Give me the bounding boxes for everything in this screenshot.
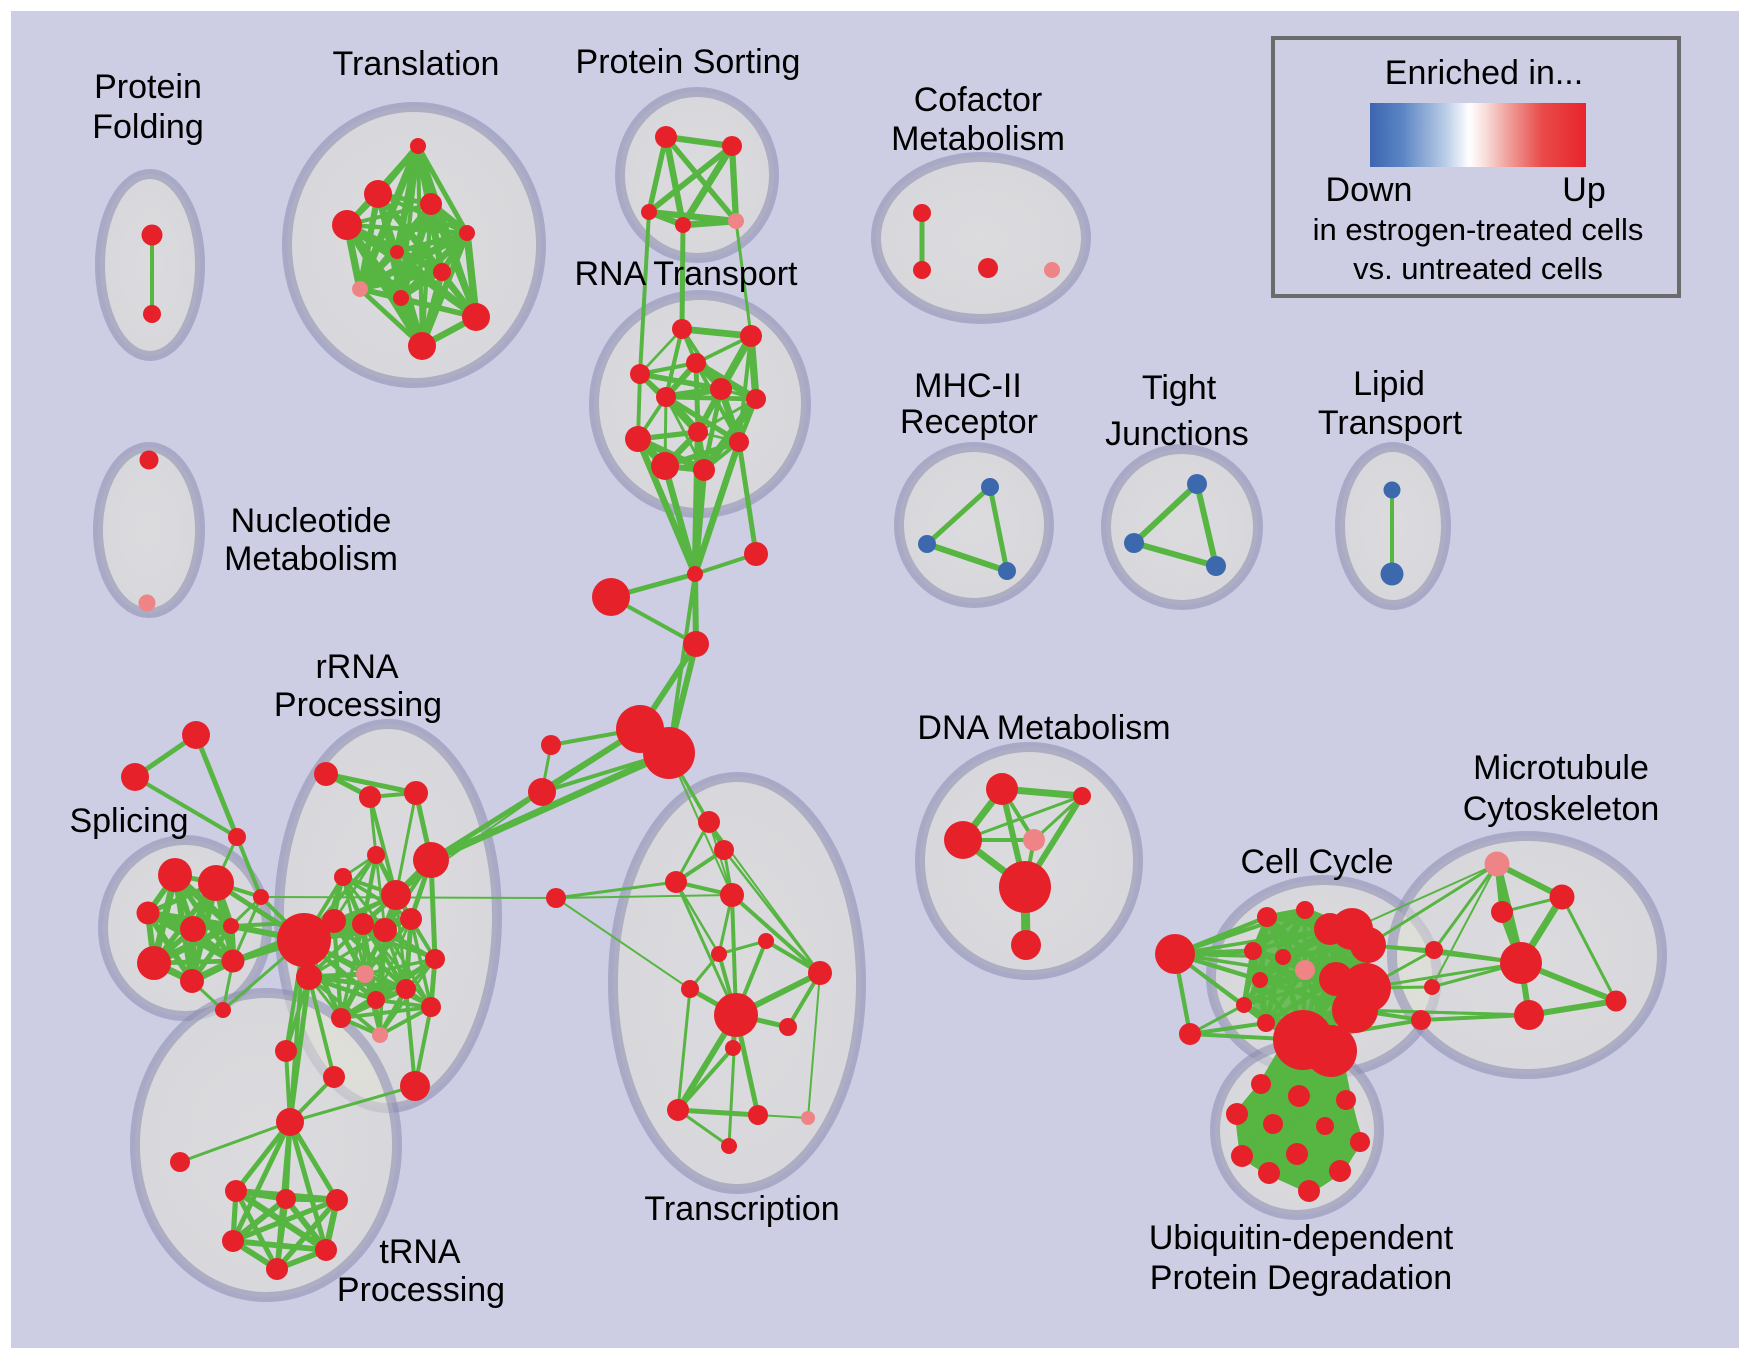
svg-text:Translation: Translation (333, 45, 500, 83)
svg-text:Junctions: Junctions (1105, 415, 1249, 453)
svg-text:MHC-II: MHC-II (914, 367, 1022, 405)
svg-text:Tight: Tight (1142, 369, 1217, 407)
svg-text:Ubiquitin-dependent: Ubiquitin-dependent (1149, 1219, 1454, 1257)
svg-text:Splicing: Splicing (69, 802, 188, 840)
svg-text:Down: Down (1326, 171, 1413, 209)
svg-text:Transport: Transport (1318, 404, 1463, 442)
svg-text:Protein: Protein (94, 68, 202, 106)
svg-text:Enriched in...: Enriched in... (1385, 54, 1583, 92)
svg-text:Cell Cycle: Cell Cycle (1240, 843, 1393, 881)
svg-text:Cytoskeleton: Cytoskeleton (1463, 790, 1660, 828)
svg-text:Processing: Processing (274, 686, 442, 724)
svg-text:Nucleotide: Nucleotide (231, 502, 392, 540)
svg-text:tRNA: tRNA (379, 1233, 461, 1271)
svg-text:Protein Degradation: Protein Degradation (1150, 1259, 1452, 1297)
svg-text:Transcription: Transcription (644, 1190, 839, 1228)
svg-text:Microtubule: Microtubule (1473, 749, 1649, 787)
svg-text:Processing: Processing (337, 1271, 505, 1309)
svg-text:Cofactor: Cofactor (914, 81, 1043, 119)
svg-text:in estrogen-treated cells: in estrogen-treated cells (1313, 212, 1644, 247)
svg-text:Metabolism: Metabolism (891, 120, 1065, 158)
svg-text:Protein Sorting: Protein Sorting (576, 43, 801, 81)
svg-text:vs. untreated cells: vs. untreated cells (1353, 251, 1603, 286)
svg-text:DNA Metabolism: DNA Metabolism (917, 709, 1170, 747)
svg-text:Up: Up (1562, 171, 1605, 209)
svg-text:Metabolism: Metabolism (224, 540, 398, 578)
svg-text:RNA Transport: RNA Transport (575, 255, 799, 293)
svg-text:Receptor: Receptor (900, 403, 1038, 441)
svg-text:Folding: Folding (92, 108, 204, 146)
svg-text:Lipid: Lipid (1353, 365, 1425, 403)
svg-text:rRNA: rRNA (315, 648, 398, 686)
